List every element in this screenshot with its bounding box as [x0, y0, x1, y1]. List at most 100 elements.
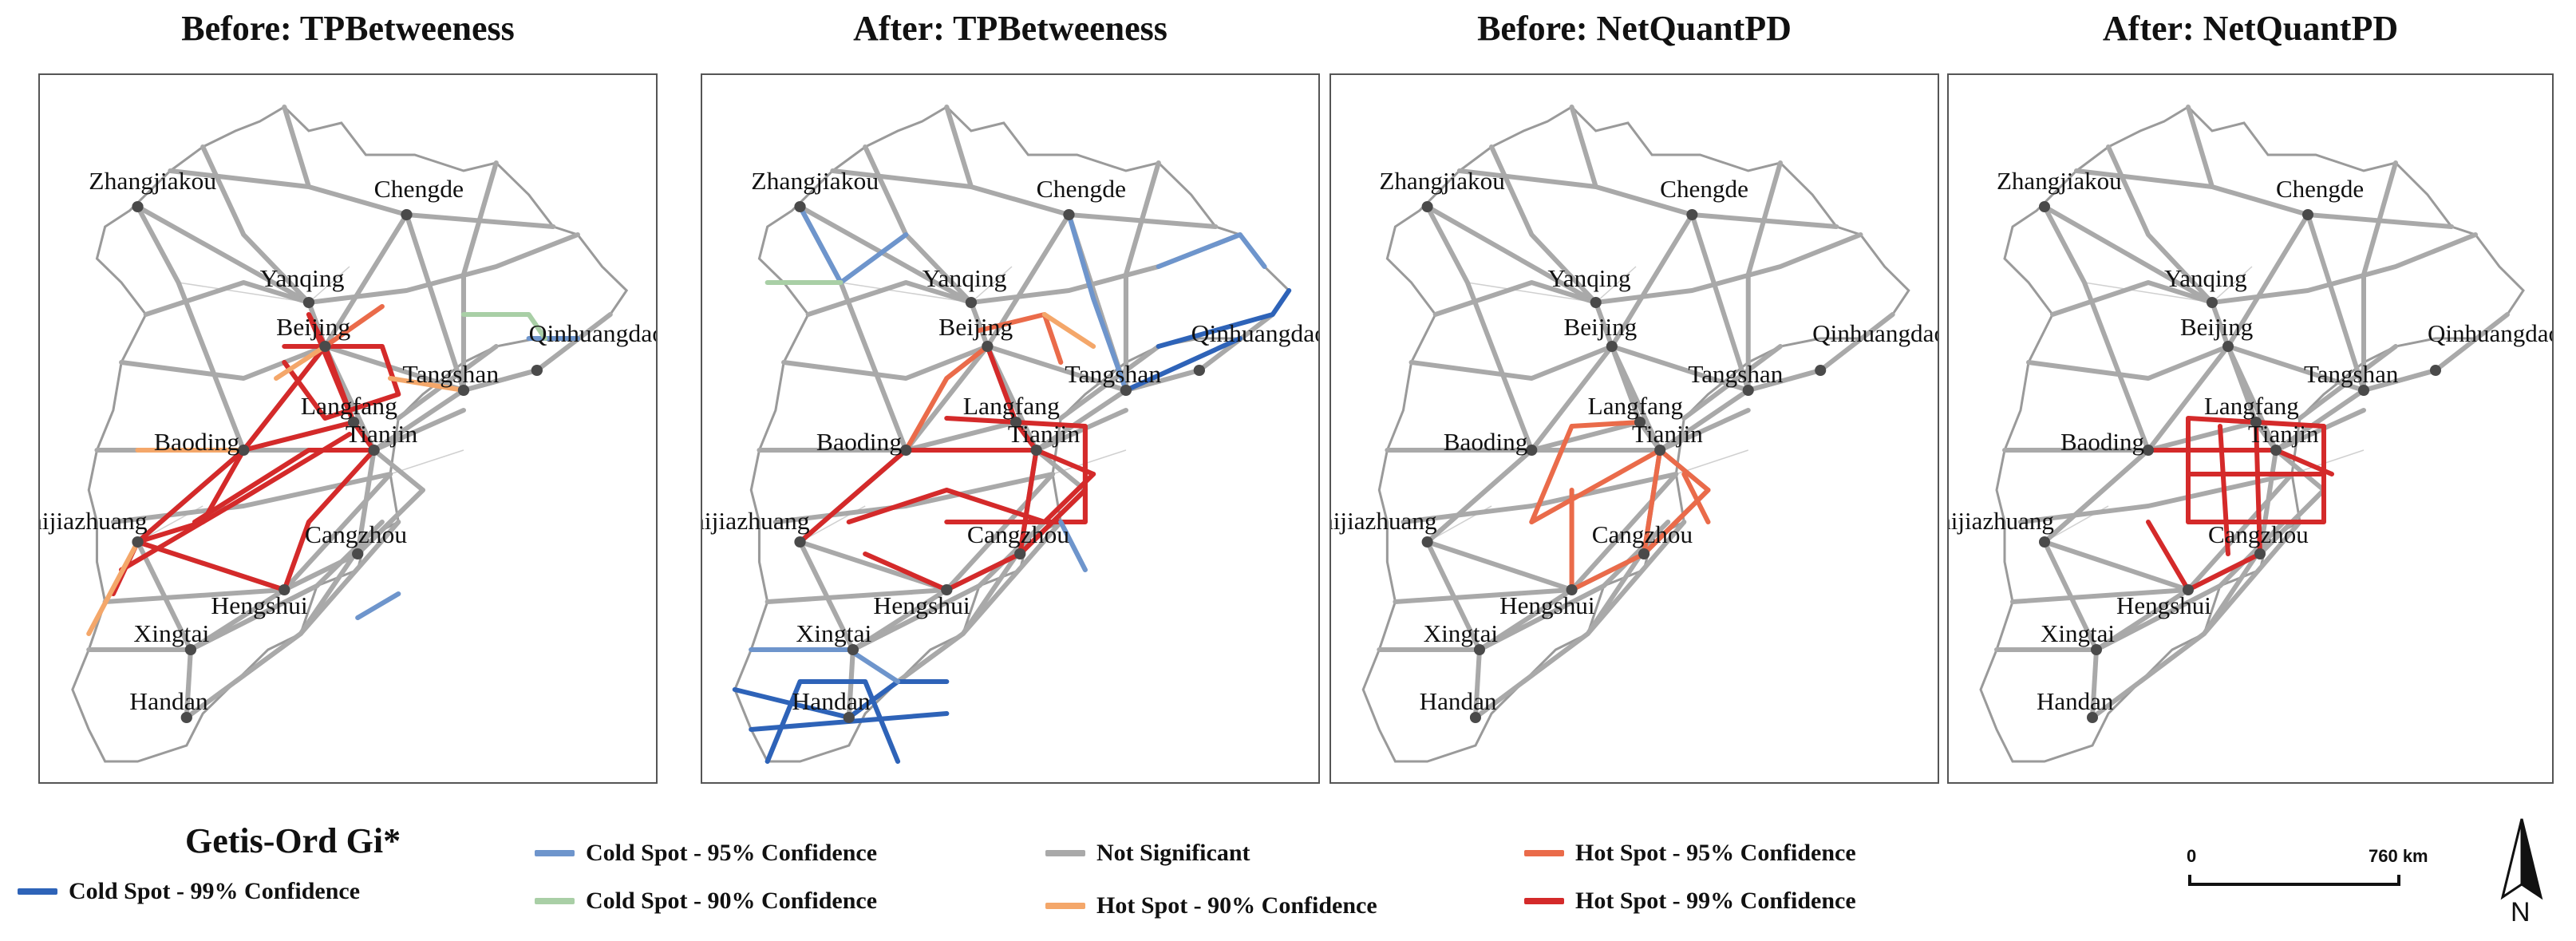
legend-swatch-not-significant [1045, 850, 1085, 856]
city-marker-handan [2087, 712, 2098, 723]
legend-swatch-cold-95 [535, 850, 575, 856]
legend-label-hot-99: Hot Spot - 99% Confidence [1575, 888, 1856, 914]
road-hot-spot-99 [846, 472, 1096, 524]
city-marker-cangzhou [1014, 548, 1026, 559]
city-label-langfang: Langfang [963, 392, 1061, 420]
city-marker-cangzhou [352, 548, 364, 559]
city-label-xingtai: Xingtai [796, 619, 871, 647]
county-boundary [840, 282, 972, 303]
city-marker-xingtai [2091, 644, 2102, 655]
city-marker-tangshan [457, 385, 470, 396]
city-marker-tianjin [1030, 445, 1042, 456]
road-not-significant [1569, 105, 1839, 229]
legend-swatch-hot-95 [1524, 850, 1564, 856]
legend-label-hot-95: Hot Spot - 95% Confidence [1575, 840, 1856, 866]
city-marker-xingtai [184, 644, 197, 655]
county-boundary [2211, 266, 2253, 303]
city-marker-cangzhou [2254, 548, 2266, 559]
legend-label-cold-99: Cold Spot - 99% Confidence [69, 878, 361, 904]
city-label-qinhuangdao: Qinhuangdao [1191, 319, 1320, 347]
city-label-zhangjiakou: Zhangjiakou [751, 167, 879, 195]
road-not-significant [2186, 105, 2454, 229]
panel-title-before-netquantpd: Before: NetQuantPD [1477, 9, 1792, 48]
city-label-cangzhou: Cangzhou [2208, 520, 2309, 548]
city-marker-langfang [1009, 417, 1022, 428]
county-boundary [2084, 282, 2213, 303]
road-hot-spot-90 [387, 376, 467, 393]
map-before-netquantpd: Zhangjiakou Chengde Yanqing Beijing Qinhuang… [1331, 105, 1938, 763]
city-label-shijiazhuang: Shijiazhuang [702, 507, 810, 535]
road-not-significant [1058, 344, 1161, 421]
city-label-yanqing: Yanqing [1547, 264, 1630, 292]
city-label-tangshan: Tangshan [1688, 360, 1783, 388]
road-hot-spot-90 [86, 540, 140, 636]
road-not-significant [1123, 160, 1161, 393]
city-marker-beijing [319, 341, 331, 352]
road-hot-spot-99 [119, 432, 353, 572]
scale-end-label: 760 km [2369, 846, 2428, 866]
map-panel-after-netquantpd: Zhangjiakou Chengde Yanqing Beijing Qinhuang… [1947, 73, 2554, 784]
city-marker-chengde [1063, 209, 1075, 220]
road-not-significant [2361, 160, 2398, 393]
city-marker-beijing [1606, 341, 1618, 352]
city-marker-tangshan [1120, 385, 1132, 396]
city-marker-hengshui [2183, 584, 2194, 595]
road-cold-spot-99 [765, 679, 901, 764]
county-boundary [178, 282, 310, 303]
road-not-significant [143, 232, 580, 317]
panel-title-before-tpbetweeness: Before: TPBetweeness [181, 9, 515, 48]
city-label-chengde: Chengde [1660, 175, 1748, 203]
legend-label-hot-90: Hot Spot - 90% Confidence [1096, 892, 1377, 919]
city-label-tianjin: Tianjin [1008, 420, 1081, 448]
road-not-significant [1681, 344, 1783, 421]
city-marker-shijiazhuang [1421, 536, 1433, 548]
road-hot-spot-99 [135, 344, 328, 544]
map-after-netquantpd: Zhangjiakou Chengde Yanqing Beijing Qinhuang… [1949, 105, 2552, 763]
road-not-significant [2138, 520, 2302, 684]
road-not-significant [1745, 160, 1783, 393]
city-label-yanqing: Yanqing [260, 264, 345, 292]
road-not-significant [1456, 168, 1598, 189]
city-marker-hengshui [279, 584, 290, 595]
road-hot-spot-95 [1529, 420, 1643, 524]
road-not-significant [2074, 168, 2214, 189]
city-label-xingtai: Xingtai [1424, 619, 1499, 647]
city-label-baoding: Baoding [2060, 428, 2144, 456]
legend-title: Getis-Ord Gi* [185, 821, 401, 860]
road-not-significant [282, 105, 556, 229]
road-hot-spot-99 [2186, 416, 2326, 524]
city-marker-beijing [982, 341, 994, 352]
city-marker-shijiazhuang [794, 536, 806, 548]
county-boundary [970, 266, 1013, 303]
legend-item-cold-95: Cold Spot - 95% Confidence [535, 840, 877, 867]
legend-item-cold-99: Cold Spot - 99% Confidence [18, 878, 360, 905]
city-marker-chengde [2302, 209, 2313, 220]
city-marker-langfang [2250, 417, 2262, 428]
map-before-tpbetweeness: Zhangjiakou Chengde Yanqing Beijing Qinhuang… [40, 105, 656, 763]
city-marker-yanqing [1590, 297, 1602, 308]
city-marker-chengde [401, 209, 413, 220]
legend-label-not-significant: Not Significant [1096, 840, 1250, 866]
road-hot-spot-95 [1642, 448, 1663, 556]
city-label-chengde: Chengde [2276, 175, 2364, 203]
city-marker-chengde [1686, 209, 1698, 220]
legend-item-not-significant: Not Significant [1045, 840, 1250, 867]
county-boundary [2291, 449, 2365, 475]
city-marker-handan [843, 712, 855, 723]
city-marker-qinhuangdao [1815, 365, 1827, 376]
city-label-zhangjiakou: Zhangjiakou [1379, 167, 1505, 195]
map-panel-before-tpbetweeness: Zhangjiakou Chengde Yanqing Beijing Qinhuang… [38, 73, 658, 784]
panel-title-after-netquantpd: After: NetQuantPD [2102, 9, 2399, 48]
road-hot-spot-95 [903, 344, 990, 453]
city-marker-qinhuangdao [531, 365, 543, 376]
city-label-chengde: Chengde [374, 175, 464, 203]
city-marker-tangshan [2358, 385, 2369, 396]
road-not-significant [232, 520, 401, 684]
legend-item-hot-90: Hot Spot - 90% Confidence [1045, 892, 1377, 919]
road-not-significant [1385, 408, 1751, 453]
legend-label-cold-95: Cold Spot - 95% Confidence [586, 840, 878, 866]
city-label-beijing: Beijing [1564, 313, 1638, 341]
city-marker-handan [180, 712, 192, 723]
road-not-significant [460, 160, 499, 393]
city-marker-shijiazhuang [132, 536, 144, 548]
